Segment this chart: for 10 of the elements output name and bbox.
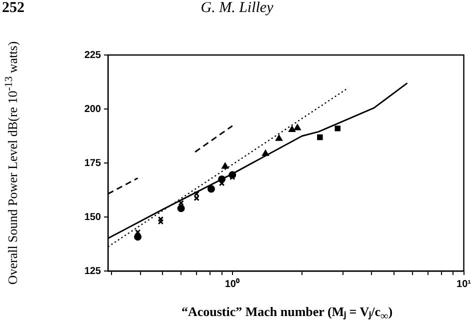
x-tick-label: 10⁰ xyxy=(224,278,240,290)
y-tick-label: 125 xyxy=(84,266,102,277)
text: G. M. Lilley xyxy=(200,0,274,16)
text: 252 xyxy=(2,0,24,17)
x-axis-title: “Acoustic” Mach number (Mⱼ = Vⱼ/c$_{∞}$) xyxy=(180,303,394,323)
y-tick-label: 200 xyxy=(84,104,102,115)
y-tick-label: 225 xyxy=(84,50,102,61)
y-tick-label: 175 xyxy=(84,158,102,169)
y-tick-label: 150 xyxy=(84,212,102,223)
x-tick-label: 10¹ xyxy=(456,278,472,290)
